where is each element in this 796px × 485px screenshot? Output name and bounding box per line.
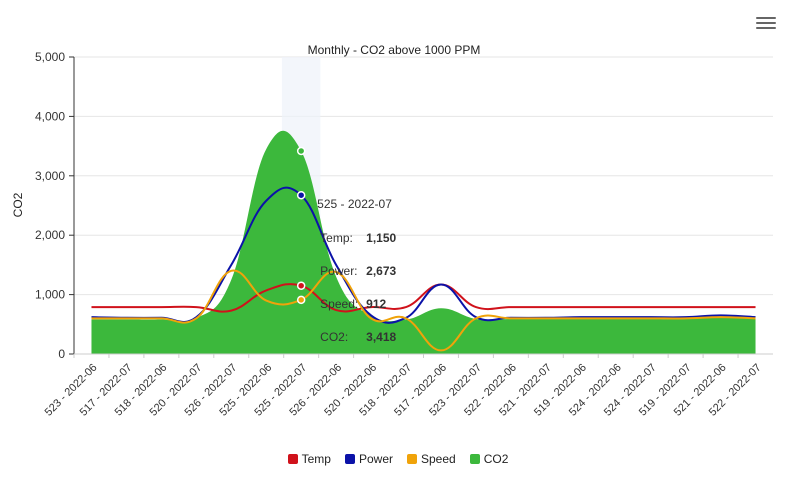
legend-item-temp[interactable]: Temp xyxy=(287,452,331,466)
legend-item-co2[interactable]: CO2 xyxy=(469,452,509,466)
menu-icon-bar xyxy=(756,22,776,24)
y-tick-label: 4,000 xyxy=(35,109,65,123)
series-line-speed xyxy=(91,269,756,352)
tooltip-value: 912 xyxy=(366,297,386,311)
tooltip-label: CO2: xyxy=(320,330,348,344)
tooltip-value: 2,673 xyxy=(366,264,396,278)
legend-item-speed[interactable]: Speed xyxy=(406,452,456,466)
menu-icon-bar xyxy=(756,17,776,19)
series-group xyxy=(91,130,756,354)
tooltip-value: 1,150 xyxy=(366,231,396,245)
point-marker-co2 xyxy=(296,146,306,156)
y-axis-label: CO2 xyxy=(11,192,25,217)
tooltip-header: 525 - 2022-07 xyxy=(317,197,392,211)
legend-swatch xyxy=(406,454,417,464)
legend-swatch xyxy=(344,454,355,464)
tooltip-label: Power: xyxy=(320,264,357,278)
y-tick-label: 5,000 xyxy=(35,50,65,64)
tooltip-value: 3,418 xyxy=(366,330,396,344)
chart-menu-button[interactable] xyxy=(756,14,776,32)
legend-swatch xyxy=(469,454,480,464)
tooltip-label: Temp: xyxy=(320,231,353,245)
chart-title: Monthly - CO2 above 1000 PPM xyxy=(308,43,481,57)
grid-lines xyxy=(74,56,773,355)
legend-label: CO2 xyxy=(483,452,509,466)
point-marker-temp xyxy=(296,281,306,290)
legend-label: Temp xyxy=(301,452,331,466)
point-marker-power xyxy=(296,190,306,200)
legend-item-power[interactable]: Power xyxy=(344,452,393,466)
y-tick-label: 0 xyxy=(58,347,65,361)
y-tick-label: 1,000 xyxy=(35,288,65,302)
y-tick-label: 3,000 xyxy=(35,169,65,183)
tooltip: 525 - 2022-07 Temp: 1,150 Power: 2,673 Speed:… xyxy=(317,197,396,344)
point-marker-speed xyxy=(296,295,306,305)
y-tick-label: 2,000 xyxy=(35,228,65,242)
legend-label: Speed xyxy=(420,452,456,466)
tooltip-label: Speed: xyxy=(320,297,358,311)
legend-label: Power xyxy=(358,452,393,466)
menu-icon-bar xyxy=(756,27,776,29)
chart-legend: Temp Power Speed CO2 xyxy=(0,452,796,466)
legend-swatch xyxy=(287,454,298,464)
series-line-temp xyxy=(91,283,756,313)
series-area-co2 xyxy=(91,130,756,354)
series-line-power xyxy=(91,186,756,324)
